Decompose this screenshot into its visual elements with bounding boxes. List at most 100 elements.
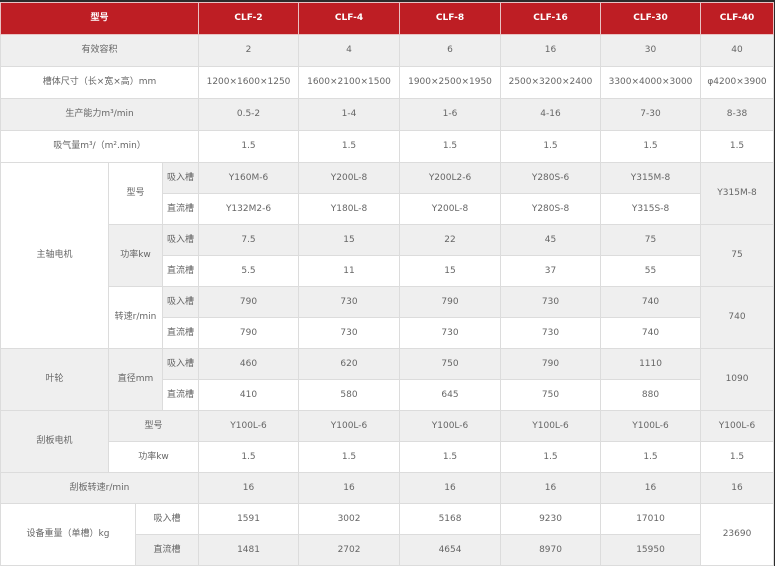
- direct-value: Y180L-8: [298, 193, 401, 225]
- table-row: 吸气量m³/（m².min） 1.5 1.5 1.5 1.5 1.5 1.5: [0, 130, 775, 163]
- suction-value: 7.5: [198, 224, 300, 256]
- suction-value: 750: [399, 348, 502, 380]
- scraper-speed-value: 16: [399, 472, 502, 504]
- clf40-value: 1090: [700, 348, 775, 411]
- direct-value: 410: [198, 379, 300, 411]
- scraper-power-value: 1.5: [600, 441, 702, 473]
- weight-suction-value: 9230: [500, 503, 602, 535]
- suction-value: 45: [500, 224, 602, 256]
- size-value: 1600×2100×1500: [298, 66, 401, 99]
- suction-tank-label: 吸入槽: [161, 162, 200, 194]
- table-row: 设备重量（单槽）kg 吸入槽 1591 3002 5168 9230 17010 23690: [0, 503, 775, 566]
- direct-value: 37: [500, 255, 602, 287]
- suction-value: 620: [298, 348, 401, 380]
- weight-direct-value: 8970: [500, 534, 602, 566]
- capacity-value: 1-4: [298, 98, 401, 131]
- scraper-model-value: Y100L-6: [399, 410, 502, 442]
- weight-suction-value: 5168: [399, 503, 502, 535]
- impeller-label: 叶轮: [0, 348, 109, 411]
- scraper-model-value: Y100L-6: [700, 410, 775, 442]
- table-row: 生产能力m³/min 0.5-2 1-4 1-6 4-16 7-30 8-38: [0, 98, 775, 131]
- volume-value: 6: [399, 34, 502, 67]
- speed-label: 转速r/min: [108, 286, 163, 349]
- scraper-speed-value: 16: [700, 472, 775, 504]
- direct-value: Y200L-8: [399, 193, 502, 225]
- model-header: CLF-4: [298, 2, 401, 35]
- direct-tank-label: 直流槽: [161, 255, 200, 287]
- size-value: 1900×2500×1950: [399, 66, 502, 99]
- direct-value: 11: [298, 255, 401, 287]
- weight-suction-value: 3002: [298, 503, 401, 535]
- direct-tank-label: 直流槽: [161, 193, 200, 225]
- volume-label: 有效容积: [0, 34, 200, 67]
- table-row: 刮板转速r/min 16 16 16 16 16 16: [0, 472, 775, 504]
- capacity-value: 7-30: [600, 98, 702, 131]
- suction-tank-label: 吸入槽: [161, 286, 200, 318]
- table-row: 转速r/min 吸入槽 790 730 790 730 740 740: [0, 286, 775, 349]
- direct-value: 580: [298, 379, 401, 411]
- header-label: 型号: [0, 2, 200, 35]
- weight-direct-value: 4654: [399, 534, 502, 566]
- clf40-value: 740: [700, 286, 775, 349]
- clf40-value: 75: [700, 224, 775, 287]
- air-value: 1.5: [399, 130, 502, 163]
- suction-value: Y315M-8: [600, 162, 702, 194]
- air-value: 1.5: [700, 130, 775, 163]
- power-label: 功率kw: [108, 224, 163, 287]
- suction-value: 22: [399, 224, 502, 256]
- capacity-value: 4-16: [500, 98, 602, 131]
- capacity-value: 1-6: [399, 98, 502, 131]
- scraper-power-value: 1.5: [198, 441, 300, 473]
- volume-value: 40: [700, 34, 775, 67]
- suction-value: 790: [399, 286, 502, 318]
- clf40-value: Y315M-8: [700, 162, 775, 225]
- suction-value: Y160M-6: [198, 162, 300, 194]
- scraper-power-value: 1.5: [700, 441, 775, 473]
- model-header: CLF-2: [198, 2, 300, 35]
- weight-direct-value: 1481: [198, 534, 300, 566]
- suction-value: 790: [198, 286, 300, 318]
- suction-tank-label: 吸入槽: [134, 503, 200, 535]
- weight-label: 设备重量（单槽）kg: [0, 503, 136, 566]
- model-label: 型号: [108, 162, 163, 225]
- model-header: CLF-30: [600, 2, 702, 35]
- table-row: 槽体尺寸（长×宽×高）mm 1200×1600×1250 1600×2100×150…: [0, 66, 775, 99]
- air-value: 1.5: [298, 130, 401, 163]
- volume-value: 16: [500, 34, 602, 67]
- volume-value: 4: [298, 34, 401, 67]
- scraper-speed-value: 16: [600, 472, 702, 504]
- scraper-power-value: 1.5: [298, 441, 401, 473]
- direct-value: Y280S-8: [500, 193, 602, 225]
- table-row: 叶轮 直径mm 吸入槽 460 620 750 790 1110 1090: [0, 348, 775, 411]
- scraper-model-value: Y100L-6: [298, 410, 401, 442]
- suction-value: 460: [198, 348, 300, 380]
- scraper-power-value: 1.5: [500, 441, 602, 473]
- weight-suction-value: 17010: [600, 503, 702, 535]
- suction-tank-label: 吸入槽: [161, 224, 200, 256]
- weight-direct-value: 15950: [600, 534, 702, 566]
- air-label: 吸气量m³/（m².min）: [0, 130, 200, 163]
- direct-value: 645: [399, 379, 502, 411]
- suction-value: 75: [600, 224, 702, 256]
- direct-value: 740: [600, 317, 702, 349]
- size-label: 槽体尺寸（长×宽×高）mm: [0, 66, 200, 99]
- size-value: 1200×1600×1250: [198, 66, 300, 99]
- volume-value: 2: [198, 34, 300, 67]
- scraper-speed-value: 16: [298, 472, 401, 504]
- capacity-value: 0.5-2: [198, 98, 300, 131]
- model-header: CLF-40: [700, 2, 775, 35]
- direct-value: 880: [600, 379, 702, 411]
- direct-value: 790: [198, 317, 300, 349]
- model-header: CLF-16: [500, 2, 602, 35]
- size-value: 2500×3200×2400: [500, 66, 602, 99]
- direct-value: Y315S-8: [600, 193, 702, 225]
- scraper-model-label: 型号: [107, 410, 200, 442]
- direct-tank-label: 直流槽: [161, 379, 200, 411]
- model-header: CLF-8: [399, 2, 502, 35]
- scraper-speed-value: 16: [198, 472, 300, 504]
- scraper-motor-label: 刮板电机: [0, 410, 109, 473]
- direct-value: 730: [399, 317, 502, 349]
- suction-value: 790: [500, 348, 602, 380]
